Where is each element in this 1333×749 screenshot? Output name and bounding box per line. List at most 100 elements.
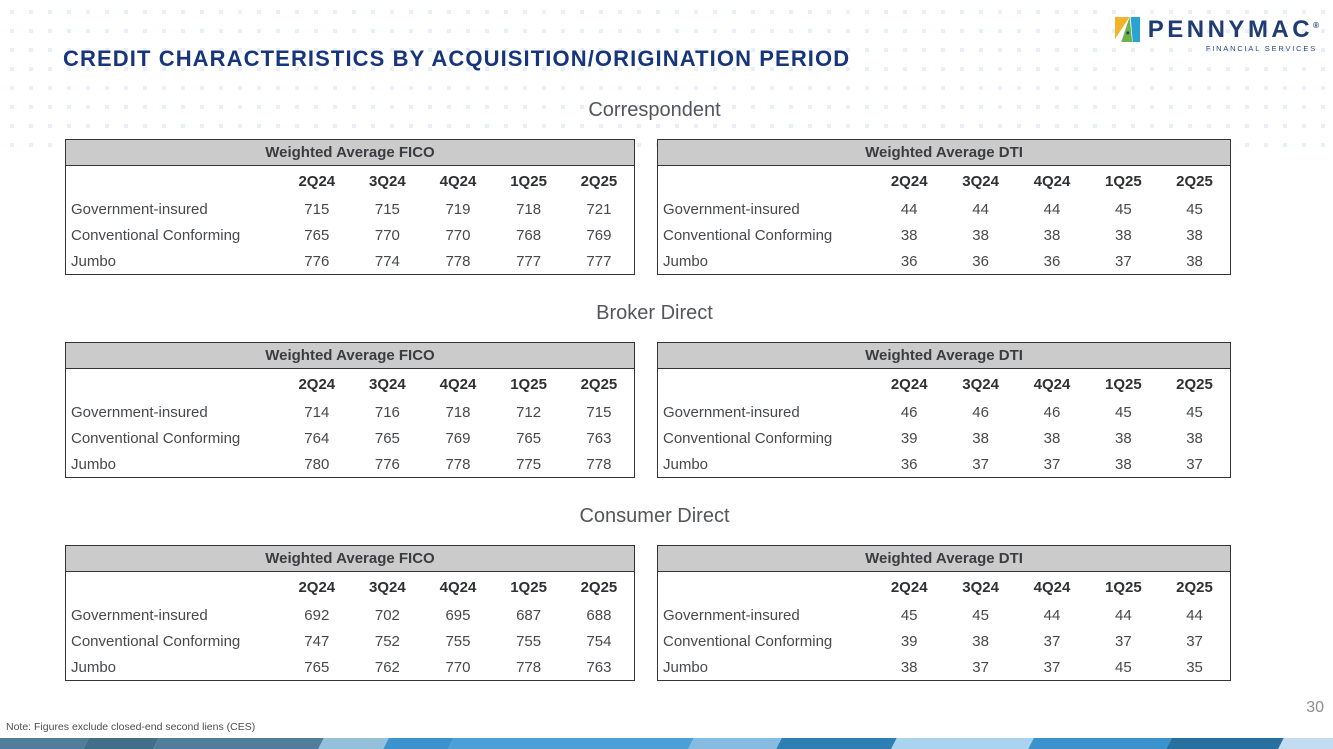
value-cell: 778 (586, 455, 612, 473)
table-row: Government-insured 715 715 719 718 721 (66, 197, 635, 223)
row-label: Government-insured (663, 607, 800, 624)
pennymac-logo: PENNYMAC® FINANCIAL SERVICES (1114, 15, 1319, 53)
column-header: 3Q24 (369, 578, 406, 596)
channel-section: Consumer Direct Weighted Average FICO 2Q… (0, 504, 1333, 681)
value-cell: 46 (900, 404, 918, 421)
logo-brand-name: PENNYMAC (1147, 15, 1314, 43)
column-header: 3Q24 (369, 172, 406, 190)
value-cell: 38 (900, 658, 918, 676)
value-cell: 770 (445, 227, 471, 244)
column-header: 3Q24 (962, 375, 999, 393)
section-tables-row: Weighted Average FICO 2Q24 3Q24 4Q24 1Q25 2Q… (65, 139, 1231, 275)
value-cell: 44 (1043, 607, 1061, 624)
table-column-header-row: 2Q24 3Q24 4Q24 1Q25 2Q25 (66, 572, 635, 603)
row-label: Government-insured (663, 404, 800, 421)
value-cell: 715 (304, 201, 330, 218)
pennymac-logo-icon (1114, 17, 1140, 42)
value-cell: 38 (972, 430, 989, 447)
value-cell: 37 (1186, 455, 1203, 473)
table-title: Weighted Average FICO (65, 545, 635, 572)
table-row: Government-insured 714 716 718 712 715 (66, 400, 635, 426)
value-cell: 37 (1043, 633, 1061, 650)
table-row: Conventional Conforming 39 38 38 38 38 (658, 426, 1231, 452)
table-title: Weighted Average DTI (657, 545, 1231, 572)
value-cell: 38 (1115, 430, 1132, 447)
value-cell: 36 (900, 455, 918, 473)
row-label: Conventional Conforming (71, 430, 241, 447)
table-title-row: Weighted Average DTI (657, 545, 1231, 572)
section-heading: Correspondent (588, 99, 721, 121)
value-cell: 718 (516, 201, 542, 218)
value-cell: 764 (304, 430, 330, 447)
table-row: Conventional Conforming 38 38 38 38 38 (658, 223, 1231, 249)
column-header: 1Q25 (1105, 375, 1142, 393)
table-row: Jumbo 36 36 36 37 38 (658, 249, 1231, 275)
footer-bar-segment (776, 738, 897, 749)
value-cell: 765 (516, 430, 542, 447)
row-label: Conventional Conforming (663, 430, 833, 447)
value-cell: 778 (516, 658, 542, 676)
value-cell: 702 (374, 607, 400, 624)
value-cell: 770 (374, 227, 400, 244)
column-header: 2Q25 (580, 172, 618, 190)
table-row: Conventional Conforming 764 765 769 765 763 (66, 426, 635, 452)
value-cell: 752 (374, 633, 400, 650)
row-label: Government-insured (71, 201, 208, 218)
column-header: 2Q24 (890, 172, 928, 190)
fico-table: Weighted Average FICO 2Q24 3Q24 4Q24 1Q25 2Q… (65, 545, 635, 681)
fico-table: Weighted Average FICO 2Q24 3Q24 4Q24 1Q25 2Q… (65, 342, 635, 478)
column-header: 2Q25 (580, 578, 618, 596)
registered-trademark-mark: ® (1313, 20, 1319, 30)
value-cell: 716 (374, 404, 400, 421)
column-header-spacer (658, 572, 874, 603)
table-row: Jumbo 765 762 770 778 763 (66, 655, 635, 681)
footer-bar-segment (1278, 738, 1333, 749)
value-cell: 45 (972, 607, 989, 624)
table-row: Government-insured 692 702 695 687 688 (66, 603, 635, 629)
footer-bar-segment (1028, 738, 1172, 749)
sections: Correspondent Weighted Average FICO 2Q24… (0, 98, 1333, 707)
row-label: Government-insured (71, 404, 208, 421)
value-cell: 35 (1186, 658, 1203, 676)
row-label: Conventional Conforming (71, 633, 241, 650)
value-cell: 695 (445, 607, 471, 624)
row-label: Jumbo (663, 455, 709, 473)
value-cell: 776 (304, 252, 330, 270)
value-cell: 45 (900, 607, 918, 624)
value-cell: 38 (1043, 430, 1061, 447)
table-row: Conventional Conforming 765 770 770 768 769 (66, 223, 635, 249)
value-cell: 44 (972, 201, 989, 218)
table-title: Weighted Average FICO (65, 342, 635, 369)
value-cell: 769 (586, 227, 612, 244)
value-cell: 36 (900, 252, 918, 270)
value-cell: 692 (304, 607, 330, 624)
column-header-spacer (658, 369, 874, 400)
table-title: Weighted Average FICO (65, 139, 635, 166)
value-cell: 45 (1115, 404, 1132, 421)
value-cell: 770 (445, 658, 471, 676)
value-cell: 45 (1186, 404, 1203, 421)
value-cell: 763 (586, 658, 612, 676)
column-header: 3Q24 (369, 375, 406, 393)
value-cell: 39 (900, 633, 918, 650)
channel-section: Correspondent Weighted Average FICO 2Q24… (0, 98, 1333, 275)
dti-table: Weighted Average DTI 2Q24 3Q24 4Q24 1Q25 2Q2… (657, 342, 1231, 478)
column-header: 3Q24 (962, 578, 999, 596)
value-cell: 44 (1043, 201, 1061, 218)
value-cell: 37 (972, 455, 989, 473)
value-cell: 719 (445, 201, 471, 218)
table-column-header-row: 2Q24 3Q24 4Q24 1Q25 2Q25 (658, 369, 1231, 400)
value-cell: 37 (972, 658, 989, 676)
row-label: Government-insured (663, 201, 800, 218)
row-label: Jumbo (663, 658, 709, 676)
value-cell: 37 (1115, 252, 1132, 270)
footer-bar-segment (891, 738, 1034, 749)
value-cell: 718 (445, 404, 471, 421)
footer-bar (0, 738, 1333, 749)
column-header: 4Q24 (1033, 578, 1071, 596)
section-tables-row: Weighted Average FICO 2Q24 3Q24 4Q24 1Q25 2Q… (65, 545, 1231, 681)
value-cell: 777 (586, 252, 612, 270)
column-header: 4Q24 (439, 375, 477, 393)
row-label: Conventional Conforming (71, 227, 241, 244)
value-cell: 46 (1043, 404, 1061, 421)
